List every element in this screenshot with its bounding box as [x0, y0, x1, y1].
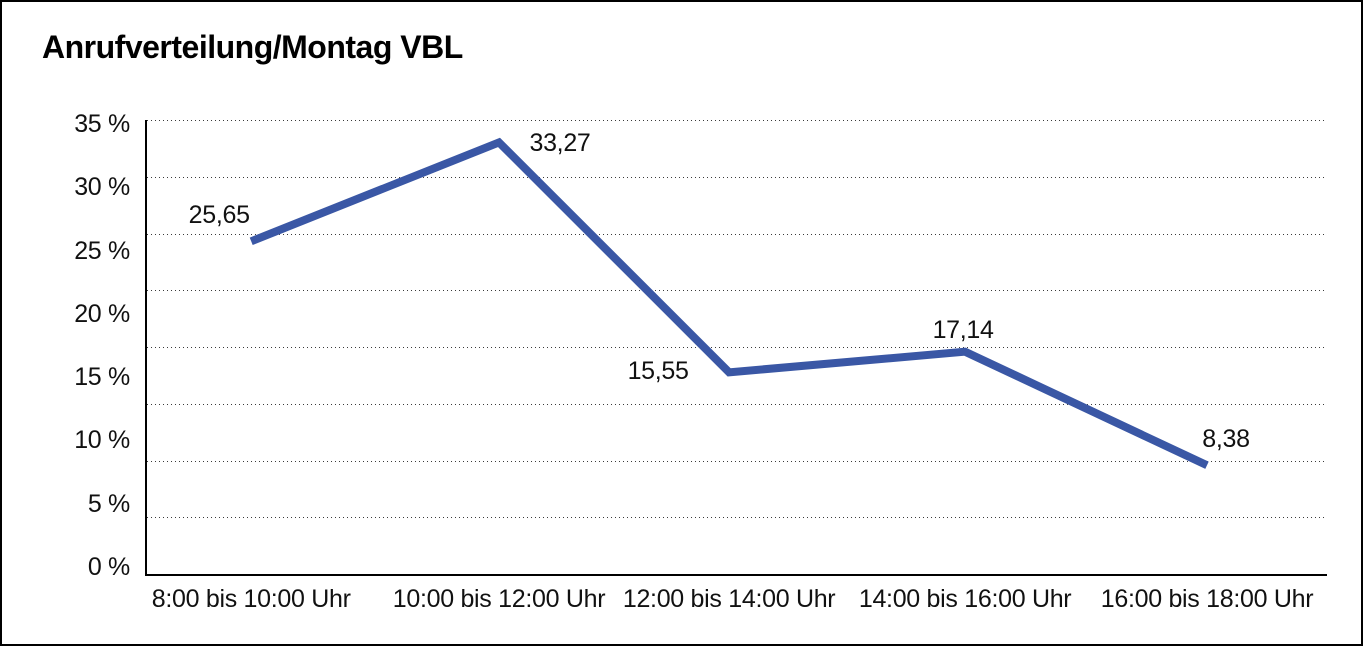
y-tick-label: 5 %	[87, 489, 130, 518]
value-label: 17,14	[932, 315, 994, 344]
x-tick-label: 14:00 bis 16:00 Uhr	[858, 585, 1072, 613]
gridline	[147, 403, 1327, 405]
gridline	[147, 120, 1327, 121]
gridline	[147, 517, 1327, 519]
value-label: 15,55	[627, 357, 689, 386]
y-tick-label: 0 %	[87, 553, 130, 581]
y-tick-label: 15 %	[74, 363, 130, 392]
gridline	[147, 176, 1327, 178]
x-tick-label: 16:00 bis 18:00 Uhr	[1100, 585, 1314, 613]
value-label: 8,38	[1202, 425, 1250, 454]
y-tick-label: 20 %	[74, 299, 130, 328]
y-tick-label: 35 %	[74, 110, 130, 138]
value-label: 25,65	[188, 201, 250, 230]
y-tick-label: 10 %	[74, 426, 130, 455]
x-tick-label: 8:00 bis 10:00 Uhr	[151, 585, 351, 613]
y-tick-label: 25 %	[74, 236, 130, 265]
value-label: 33,27	[529, 129, 591, 158]
gridline	[147, 347, 1327, 348]
y-tick-label: 30 %	[74, 173, 130, 202]
gridline	[147, 460, 1327, 462]
x-tick-label: 10:00 bis 12:00 Uhr	[392, 585, 606, 613]
gridline	[147, 290, 1327, 292]
plot-area	[145, 120, 1327, 576]
chart-title: Anrufverteilung/Montag VBL	[42, 29, 463, 65]
x-tick-label: 12:00 bis 14:00 Uhr	[622, 585, 836, 613]
gridline	[147, 233, 1327, 235]
